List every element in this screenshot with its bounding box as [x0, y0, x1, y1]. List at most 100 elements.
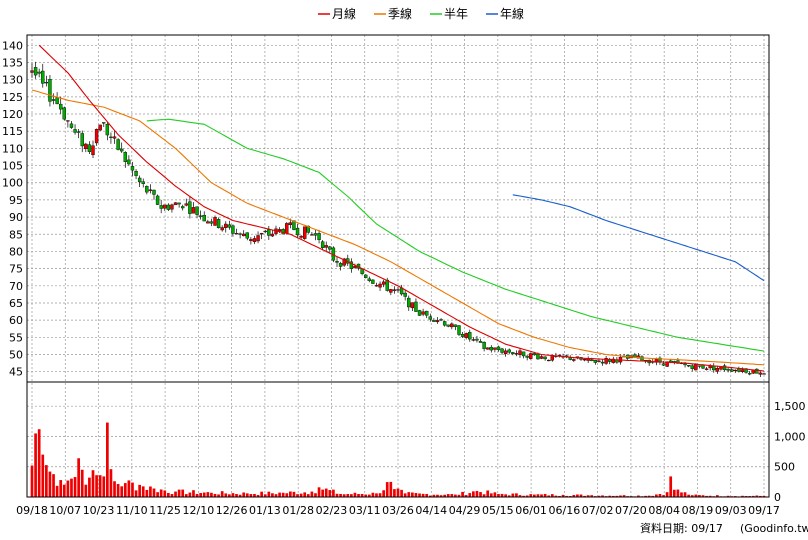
volume-bar [504, 494, 507, 497]
candle-body [120, 148, 124, 152]
candle-body [216, 219, 221, 229]
x-tick-label: 09/03 [715, 504, 747, 517]
volume-bar [152, 488, 156, 497]
volume-bar [755, 495, 759, 497]
candle-body [726, 368, 730, 371]
candle-body [604, 358, 608, 364]
volume-bar [590, 495, 594, 497]
candle-body [191, 207, 196, 214]
volume-bar [116, 483, 120, 497]
volume-bar [149, 486, 152, 497]
candle-body [665, 361, 669, 367]
candle-body [374, 285, 379, 287]
x-tick-label: 04/14 [415, 504, 447, 517]
ma120-line [146, 118, 765, 352]
candle-body [303, 226, 307, 239]
volume-bar [468, 493, 472, 497]
candle-body [697, 365, 702, 367]
candle-body [335, 260, 339, 263]
volume-bar [751, 495, 755, 497]
price-tick-label: 115 [2, 125, 23, 138]
candle-body [432, 320, 436, 322]
candle-body [220, 227, 224, 231]
legend-label: 半年 [444, 7, 468, 21]
volume-bar [393, 489, 396, 497]
candle-body [163, 204, 167, 209]
candle-body [489, 347, 493, 351]
volume-bar [446, 494, 450, 497]
volume-bar [314, 493, 317, 497]
volume-bar [672, 489, 676, 497]
ma60-line [31, 89, 765, 366]
candle-body [62, 107, 66, 120]
volume-tick-label: 1,500 [774, 400, 806, 413]
volume-bar [611, 495, 615, 497]
price-tick-label: 110 [2, 142, 23, 155]
volume-bar [586, 495, 590, 497]
candle-body [518, 350, 522, 356]
volume-bar [195, 493, 199, 497]
candle-body [234, 233, 239, 235]
volume-tick-label: 0 [774, 491, 781, 504]
volume-bar [454, 494, 457, 497]
volume-bar [708, 495, 712, 497]
volume-bar [576, 494, 579, 497]
volume-bar [70, 478, 73, 497]
volume-bar [80, 469, 84, 497]
candle-body [295, 228, 300, 236]
volume-bar [726, 495, 730, 497]
volume-bar [482, 494, 486, 497]
candle-body [137, 177, 142, 183]
volume-bar [281, 492, 285, 497]
candle-body [525, 355, 529, 358]
moving-average-lines [31, 44, 765, 372]
volume-bar [267, 491, 271, 497]
candle-body [195, 206, 199, 215]
candle-body [170, 204, 174, 210]
candle-body [98, 124, 102, 131]
volume-bar [156, 492, 159, 497]
candle-body [371, 279, 375, 284]
volume-bar [378, 493, 382, 497]
volume-bar [52, 474, 55, 497]
volume-bar [342, 494, 346, 497]
candle-body [177, 202, 181, 205]
volume-bar [497, 493, 500, 497]
candle-body [762, 373, 766, 375]
volume-bar [296, 494, 299, 497]
volume-bar [30, 465, 34, 497]
price-tick-label: 70 [9, 280, 23, 293]
grid-lines [27, 35, 769, 497]
volume-bar [486, 490, 490, 497]
volume-bar [278, 492, 281, 497]
volume-bar [655, 494, 658, 497]
legend-label: 年線 [500, 6, 524, 21]
x-tick-label: 10/23 [83, 504, 115, 517]
candle-body [511, 352, 515, 354]
volume-bar [658, 494, 662, 497]
candle-body [69, 123, 74, 128]
candle-body [439, 319, 443, 321]
candle-body [414, 301, 418, 312]
volume-bar [515, 493, 518, 497]
price-tick-label: 65 [9, 297, 23, 310]
volume-bars [30, 422, 766, 497]
x-tick-label: 11/10 [116, 504, 148, 517]
candle-body [145, 186, 149, 193]
x-tick-label: 04/29 [449, 504, 481, 517]
candle-body [529, 353, 533, 359]
volume-bar [644, 495, 647, 497]
candle-body [184, 203, 188, 206]
volume-bar [210, 492, 213, 497]
candle-body [242, 233, 246, 237]
volume-bar [716, 495, 719, 497]
candle-body [676, 360, 680, 364]
candle-body [299, 235, 303, 238]
volume-bar [371, 492, 375, 497]
candle-body [55, 97, 59, 105]
volume-bar [400, 489, 403, 497]
candle-body [661, 363, 666, 366]
candle-body [238, 233, 242, 235]
volume-bar [507, 495, 511, 497]
